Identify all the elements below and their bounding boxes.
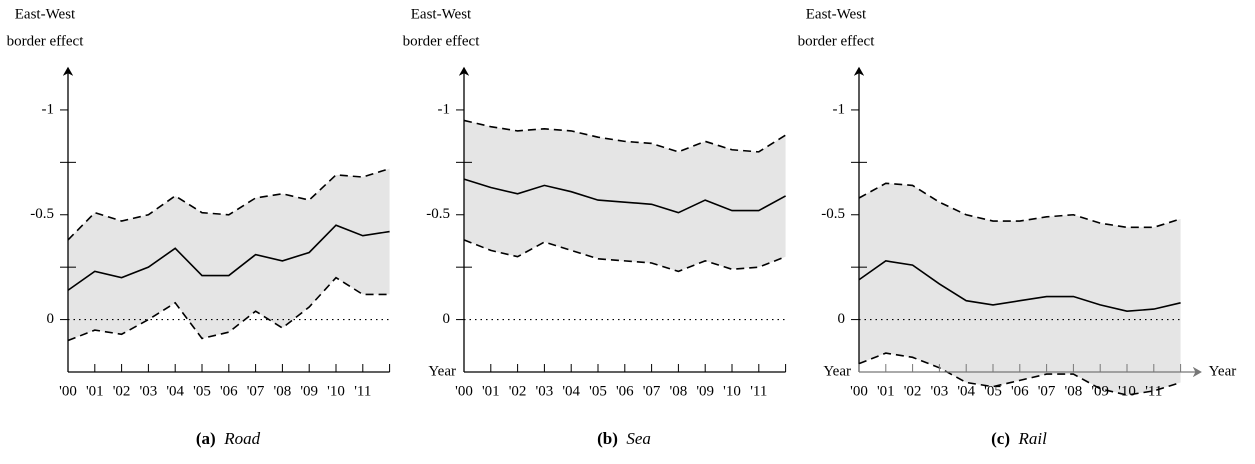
caption-label: (a) [196,429,216,448]
upper-line [858,182,1181,229]
y-axis-label: border effect [798,33,876,49]
x-tick-label: '04 [957,383,975,399]
x-axis-label: Year [1209,363,1237,379]
x-axis-label: Year [428,363,456,379]
x-tick-label: '07 [643,383,661,399]
x-tick-label: '05 [193,383,211,399]
lower-line [858,352,1181,396]
x-tick-label: '07 [1038,383,1056,399]
x-tick-label: '00 [59,383,77,399]
x-tick-label: '05 [589,383,607,399]
y-tick-label: -0.5 [30,206,54,222]
x-tick-label: '06 [616,383,634,399]
x-tick-label: '04 [166,383,184,399]
x-tick-label: '03 [140,383,158,399]
caption: (a) Road [196,429,261,448]
caption: (c) Rail [991,429,1047,448]
x-tick-label: '02 [904,383,922,399]
confidence-band [464,120,786,272]
lower-line [463,239,786,273]
x-tick-label: '07 [247,383,265,399]
x-tick-label: '10 [1118,383,1136,399]
y-axis-label: East-West [411,6,472,22]
y-tick-label: -1 [438,101,451,117]
x-tick-label: '11 [1145,383,1162,399]
estimate-line [67,224,390,291]
y-axis-label: East-West [806,6,867,22]
y-tick-label: 0 [47,311,55,327]
upper-line [67,167,390,241]
x-tick-label: '03 [931,383,949,399]
y-tick-label: -1 [833,101,846,117]
caption: (b) Sea [597,429,651,448]
lower-line [67,276,390,342]
x-tick-label: '00 [455,383,473,399]
caption-name: Sea [626,429,651,448]
x-tick-label: '02 [113,383,131,399]
x-tick-label: '01 [877,383,895,399]
estimate-line [463,178,786,214]
y-tick-label: -0.5 [426,206,450,222]
x-tick-label: '04 [562,383,580,399]
y-tick-label: 0 [838,311,846,327]
x-tick-label: '10 [723,383,741,399]
x-tick-label: '03 [536,383,554,399]
x-tick-label: '09 [696,383,714,399]
y-tick-label: -0.5 [821,206,845,222]
x-tick-label: '06 [220,383,238,399]
y-tick-label: 0 [443,311,451,327]
x-tick-label: '08 [274,383,292,399]
confidence-band [68,168,390,341]
x-tick-label: '00 [850,383,868,399]
x-tick-label: '02 [509,383,527,399]
caption-name: Rail [1018,429,1048,448]
x-tick-label: '10 [327,383,345,399]
estimate-line [858,260,1181,313]
confidence-band [859,183,1181,396]
x-tick-label: '09 [300,383,318,399]
y-tick-label: -1 [42,101,55,117]
upper-line [463,119,787,153]
x-tick-label: '09 [1091,383,1109,399]
x-tick-label: '08 [670,383,688,399]
x-axis-label: Year [823,363,851,379]
caption-label: (b) [597,429,618,448]
y-axis-label: border effect [403,33,481,49]
y-axis-label: border effect [7,33,85,49]
x-tick-label: '11 [750,383,767,399]
x-tick-label: '11 [354,383,371,399]
x-tick-label: '01 [86,383,104,399]
x-tick-label: '08 [1065,383,1083,399]
x-tick-label: '05 [984,383,1002,399]
caption-name: Road [223,429,260,448]
y-axis-label: East-West [15,6,76,22]
x-tick-label: '06 [1011,383,1029,399]
caption-label: (c) [991,429,1010,448]
x-tick-label: '01 [482,383,500,399]
